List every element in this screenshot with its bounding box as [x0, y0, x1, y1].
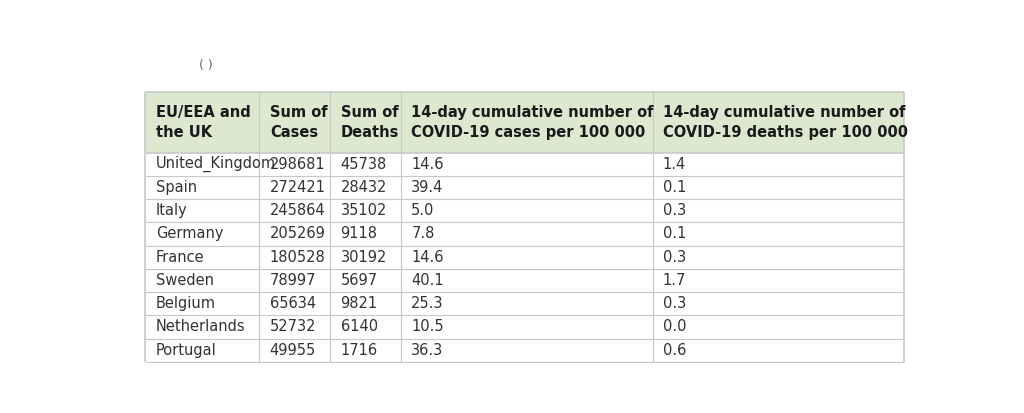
Bar — [145, 292, 259, 315]
Bar — [330, 176, 401, 199]
Bar — [145, 315, 259, 339]
Text: 52732: 52732 — [269, 319, 316, 335]
Text: 14-day cumulative number of
COVID-19 deaths per 100 000: 14-day cumulative number of COVID-19 dea… — [663, 105, 908, 140]
Text: Netherlands: Netherlands — [156, 319, 246, 335]
Bar — [330, 315, 401, 339]
Text: 14.6: 14.6 — [412, 250, 443, 265]
Text: 0.1: 0.1 — [663, 226, 686, 242]
Bar — [259, 93, 330, 153]
Bar — [330, 339, 401, 362]
Bar — [652, 269, 904, 292]
Bar — [145, 176, 259, 199]
Text: 0.6: 0.6 — [663, 343, 686, 358]
Text: 28432: 28432 — [341, 180, 387, 195]
Text: 30192: 30192 — [341, 250, 387, 265]
Bar — [145, 199, 259, 222]
Text: Sum of
Deaths: Sum of Deaths — [341, 105, 399, 140]
Text: Germany: Germany — [156, 226, 223, 242]
Text: 0.1: 0.1 — [663, 180, 686, 195]
Text: 1.7: 1.7 — [663, 273, 686, 288]
Text: 9821: 9821 — [341, 296, 378, 311]
Text: 9118: 9118 — [341, 226, 378, 242]
Bar — [401, 153, 652, 176]
Text: 180528: 180528 — [269, 250, 326, 265]
Bar — [401, 246, 652, 269]
Text: 205269: 205269 — [269, 226, 326, 242]
Text: Spain: Spain — [156, 180, 197, 195]
Bar — [259, 176, 330, 199]
Bar — [259, 315, 330, 339]
Bar — [652, 292, 904, 315]
Bar — [330, 246, 401, 269]
Text: 35102: 35102 — [341, 203, 387, 218]
Text: 40.1: 40.1 — [412, 273, 444, 288]
Bar — [401, 176, 652, 199]
Text: Belgium: Belgium — [156, 296, 216, 311]
Text: 6140: 6140 — [341, 319, 378, 335]
Text: 298681: 298681 — [269, 157, 326, 172]
Text: 245864: 245864 — [269, 203, 326, 218]
Bar — [401, 315, 652, 339]
Bar — [652, 176, 904, 199]
Bar — [145, 153, 259, 176]
Text: 0.3: 0.3 — [663, 250, 686, 265]
Text: Portugal: Portugal — [156, 343, 216, 358]
Bar — [330, 153, 401, 176]
Bar — [145, 339, 259, 362]
Bar — [652, 153, 904, 176]
Text: 5697: 5697 — [341, 273, 378, 288]
Bar — [652, 199, 904, 222]
Text: 0.3: 0.3 — [663, 203, 686, 218]
Bar — [259, 222, 330, 246]
Text: 0.3: 0.3 — [663, 296, 686, 311]
Bar — [259, 269, 330, 292]
Bar — [330, 93, 401, 153]
Bar — [330, 292, 401, 315]
Bar — [259, 292, 330, 315]
Bar — [145, 269, 259, 292]
Bar — [259, 153, 330, 176]
Text: 36.3: 36.3 — [412, 343, 443, 358]
Bar — [652, 339, 904, 362]
Text: 25.3: 25.3 — [412, 296, 443, 311]
Text: 45738: 45738 — [341, 157, 387, 172]
Bar — [259, 199, 330, 222]
Bar — [330, 199, 401, 222]
Bar — [652, 222, 904, 246]
Bar — [652, 246, 904, 269]
Text: 78997: 78997 — [269, 273, 316, 288]
Bar — [259, 339, 330, 362]
Text: France: France — [156, 250, 205, 265]
Text: 0.0: 0.0 — [663, 319, 686, 335]
Bar — [330, 222, 401, 246]
Text: Sum of
Cases: Sum of Cases — [269, 105, 328, 140]
Text: 14.6: 14.6 — [412, 157, 443, 172]
Bar — [145, 246, 259, 269]
Bar — [401, 199, 652, 222]
Text: 7.8: 7.8 — [412, 226, 434, 242]
Text: 272421: 272421 — [269, 180, 326, 195]
Bar — [652, 315, 904, 339]
Text: 65634: 65634 — [269, 296, 315, 311]
Text: EU/EEA and
the UK: EU/EEA and the UK — [156, 105, 251, 140]
Text: 5.0: 5.0 — [412, 203, 434, 218]
Text: 49955: 49955 — [269, 343, 316, 358]
Text: Sweden: Sweden — [156, 273, 214, 288]
Text: 10.5: 10.5 — [412, 319, 444, 335]
Text: ( ): ( ) — [200, 59, 213, 72]
Text: United_Kingdom: United_Kingdom — [156, 156, 275, 172]
Bar — [401, 339, 652, 362]
Text: Italy: Italy — [156, 203, 187, 218]
Bar — [401, 269, 652, 292]
Text: 1716: 1716 — [341, 343, 378, 358]
Bar — [145, 222, 259, 246]
Text: 1.4: 1.4 — [663, 157, 686, 172]
Text: 39.4: 39.4 — [412, 180, 443, 195]
Bar — [401, 222, 652, 246]
Bar — [330, 269, 401, 292]
Bar — [401, 292, 652, 315]
Bar — [259, 246, 330, 269]
Text: 14-day cumulative number of
COVID-19 cases per 100 000: 14-day cumulative number of COVID-19 cas… — [412, 105, 653, 140]
